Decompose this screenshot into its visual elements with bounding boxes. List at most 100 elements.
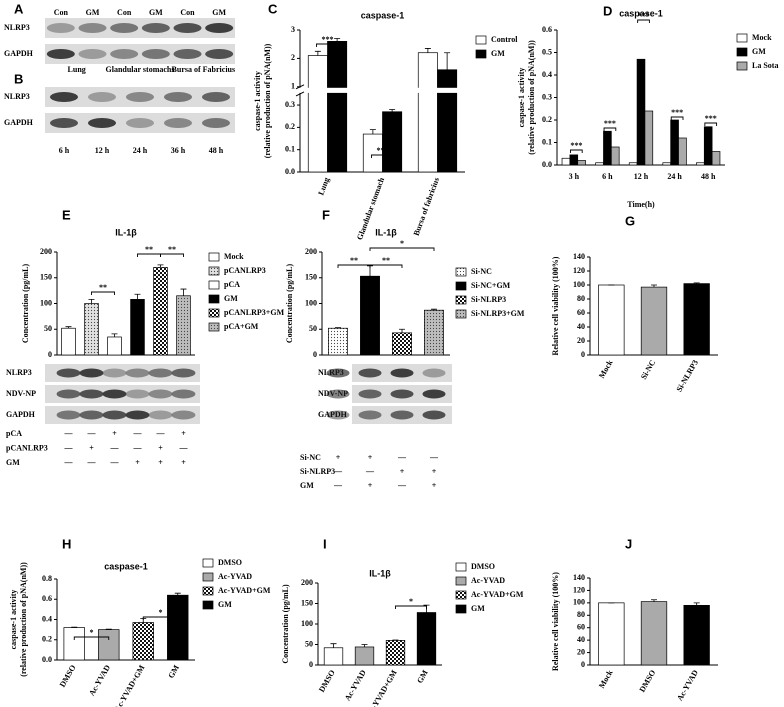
blot-band	[50, 118, 78, 128]
legend-swatch	[455, 295, 467, 305]
legend-label: Ac-YVAD+GM	[218, 586, 271, 595]
x-tick-label: DMSO	[58, 663, 78, 688]
significance-label: **	[350, 256, 358, 265]
legend-swatch	[208, 308, 220, 318]
treatment-mark: +	[368, 481, 373, 490]
bar	[392, 332, 412, 356]
y-tick-label: 20	[577, 647, 585, 656]
y-tick-label: 50	[305, 639, 313, 648]
treatment-label: GM	[6, 458, 20, 467]
significance-bracket	[160, 253, 184, 257]
treatment-mark: —	[333, 481, 343, 490]
legend-swatch	[208, 266, 220, 276]
legend-swatch	[475, 35, 487, 45]
lane-label: Con	[180, 8, 195, 17]
treatment-mark: —	[87, 458, 97, 467]
y-axis-label: Relative cell viability (100%)	[551, 572, 560, 671]
legend-label: pCANLRP3+GM	[224, 308, 285, 317]
y-tick-label: 0.1	[285, 145, 295, 154]
blot-band	[125, 389, 150, 399]
panel-letter: E	[62, 207, 71, 222]
bar	[683, 283, 710, 356]
blot-band	[125, 410, 150, 420]
legend-swatch	[736, 33, 748, 43]
legend-label: pCA	[224, 280, 240, 289]
lane-group-label: Lung	[68, 65, 86, 74]
treatment-mark: —	[429, 453, 439, 462]
bar	[598, 602, 625, 666]
significance-label: **	[145, 245, 153, 254]
significance-label: ***	[705, 114, 717, 123]
bar	[603, 130, 612, 166]
error-bar	[335, 327, 341, 329]
significance-label: **	[168, 245, 176, 254]
chart-title: caspase-1	[361, 10, 405, 20]
y-tick-label: 200	[301, 578, 313, 587]
significance-label: ***	[377, 146, 389, 155]
chart-title: IL-1β	[115, 227, 137, 237]
significance-label: **	[382, 256, 390, 265]
blot-band	[358, 410, 382, 420]
y-tick-label: 100	[573, 598, 585, 607]
bar	[610, 146, 620, 166]
x-tick-label: Si-NC	[639, 358, 657, 381]
legend-label: DMSO	[471, 562, 495, 571]
legend-swatch	[736, 47, 748, 57]
blot-band	[126, 118, 154, 128]
y-tick-label: 0.2	[542, 115, 552, 124]
y-tick-label: 200	[305, 247, 317, 256]
treatment-mark: —	[133, 429, 143, 438]
blot-band	[358, 368, 382, 378]
blot-band	[102, 368, 127, 378]
y-tick-label: 120	[573, 585, 585, 594]
x-tick-label: DMSO	[638, 668, 658, 693]
y-tick-label: 140	[573, 573, 585, 582]
bar	[107, 336, 122, 356]
x-tick-label: DMSO	[317, 668, 337, 693]
bar	[696, 162, 705, 166]
chart-title: IL-1β	[369, 568, 391, 578]
blot-band	[110, 49, 139, 59]
error-bar	[369, 129, 376, 135]
bar	[327, 41, 348, 173]
error-bar	[651, 284, 657, 288]
treatment-mark: —	[64, 458, 74, 467]
treatment-label: pCANLRP3	[6, 443, 48, 452]
legend-swatch	[455, 604, 467, 614]
blot-band	[173, 23, 202, 33]
treatment-mark: +	[432, 467, 437, 476]
y-tick-label: 2	[291, 53, 295, 62]
chart-title: caspase-1	[104, 561, 148, 571]
bar	[360, 275, 380, 356]
bar	[640, 601, 668, 666]
blot-background	[45, 364, 200, 382]
treatment-mark: +	[135, 458, 140, 467]
error-bar	[314, 50, 321, 56]
bar	[416, 612, 437, 666]
x-tick-label: Ac-YVAD+GM	[365, 668, 399, 707]
bar	[670, 119, 679, 166]
bar	[167, 594, 189, 661]
error-bar	[105, 628, 112, 630]
bar	[703, 126, 713, 166]
bar	[595, 162, 604, 166]
error-bar	[399, 328, 405, 333]
x-tick-label: Mock	[597, 668, 615, 690]
legend-label: Mock	[752, 33, 772, 42]
treatment-label: Si-NLRP3	[300, 467, 335, 476]
x-tick-label: Mock	[597, 358, 615, 380]
significance-bracket	[73, 636, 110, 640]
significance-bracket	[371, 154, 394, 158]
significance-bracket	[337, 264, 371, 268]
significance-label: *	[409, 597, 413, 606]
blot-band	[164, 92, 192, 102]
y-tick-label: 100	[305, 298, 317, 307]
treatment-mark: +	[400, 467, 405, 476]
bar	[437, 69, 458, 173]
lane-label: GM	[212, 8, 226, 17]
row-label: GAPDH	[4, 49, 34, 58]
treatment-mark: —	[156, 429, 166, 438]
blot-row-label: NDV-NP	[6, 389, 36, 398]
x-tick-label: Ac-YVAD+GM	[113, 663, 147, 707]
treatment-mark: +	[336, 453, 341, 462]
